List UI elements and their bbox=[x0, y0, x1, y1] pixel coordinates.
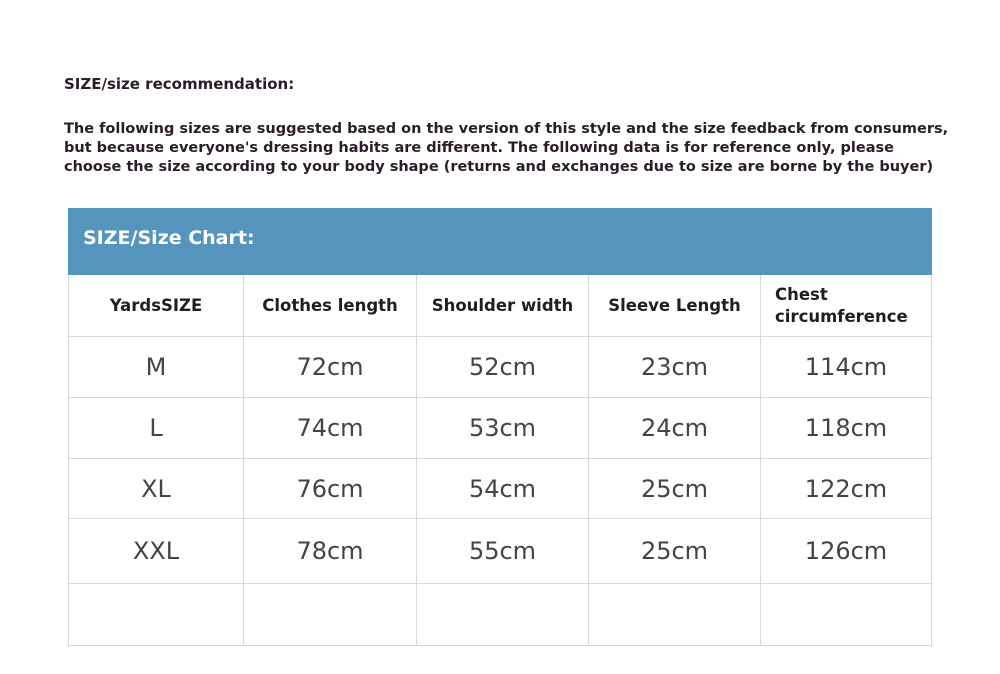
size-label-cell bbox=[68, 584, 244, 646]
size-label-cell: XXL bbox=[68, 519, 244, 584]
column-header: Sleeve Length bbox=[589, 275, 761, 337]
size-description: The following sizes are suggested based … bbox=[64, 121, 949, 175]
measurement-cell: 72cm bbox=[244, 337, 417, 398]
measurement-cell bbox=[589, 584, 761, 646]
measurement-cell: 78cm bbox=[244, 519, 417, 584]
size-chart-table: SIZE/Size Chart: YardsSIZE Clothes length… bbox=[68, 208, 932, 646]
measurement-cell: 122cm bbox=[761, 459, 932, 519]
measurement-cell bbox=[417, 584, 589, 646]
size-label-cell: M bbox=[68, 337, 244, 398]
measurement-cell: 126cm bbox=[761, 519, 932, 584]
measurement-cell: 74cm bbox=[244, 398, 417, 459]
measurement-cell: 25cm bbox=[589, 459, 761, 519]
measurement-cell: 25cm bbox=[589, 519, 761, 584]
column-header: Clothes length bbox=[244, 275, 417, 337]
size-chart-grid: YardsSIZE Clothes length Shoulder width Sle… bbox=[68, 275, 932, 646]
measurement-cell: 114cm bbox=[761, 337, 932, 398]
measurement-cell bbox=[761, 584, 932, 646]
measurement-cell: 118cm bbox=[761, 398, 932, 459]
measurement-cell: 23cm bbox=[589, 337, 761, 398]
column-header: Shoulder width bbox=[417, 275, 589, 337]
measurement-cell: 55cm bbox=[417, 519, 589, 584]
column-header: Chest circumference bbox=[761, 275, 932, 337]
measurement-cell: 54cm bbox=[417, 459, 589, 519]
page-title: SIZE/size recommendation: bbox=[64, 75, 295, 93]
column-header: YardsSIZE bbox=[68, 275, 244, 337]
measurement-cell: 52cm bbox=[417, 337, 589, 398]
measurement-cell bbox=[244, 584, 417, 646]
measurement-cell: 24cm bbox=[589, 398, 761, 459]
size-chart-heading: SIZE/Size Chart: bbox=[68, 208, 932, 275]
measurement-cell: 53cm bbox=[417, 398, 589, 459]
measurement-cell: 76cm bbox=[244, 459, 417, 519]
size-label-cell: XL bbox=[68, 459, 244, 519]
size-label-cell: L bbox=[68, 398, 244, 459]
